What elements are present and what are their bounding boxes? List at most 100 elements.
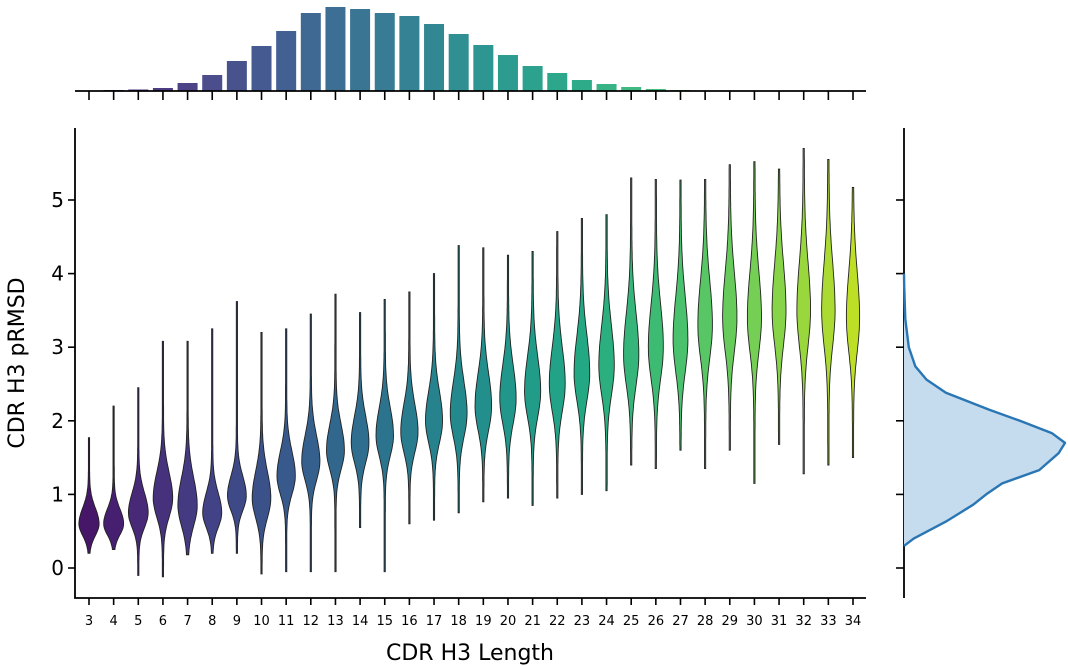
hist-bar-23 [571,80,592,91]
x-tick-label: 17 [426,614,443,629]
right-kde [896,128,1067,598]
x-tick-label: 33 [820,614,837,629]
hist-bar-6 [152,88,173,91]
x-axis-label: CDR H3 Length [386,641,554,666]
x-tick-label: 28 [697,614,714,629]
violin-21 [524,251,542,506]
top-histogram [75,7,866,100]
x-tick-label: 27 [672,614,689,629]
x-tick-label: 34 [845,614,862,629]
violin-27 [672,179,689,451]
x-tick-label: 11 [278,614,295,629]
violin-25 [623,177,640,466]
violin-16 [400,291,419,525]
x-tick-label: 20 [500,614,517,629]
violin-30 [746,161,762,484]
violin-29 [722,164,738,451]
y-axis-label: CDR H3 pRMSD [5,277,30,448]
hist-bar-26 [645,89,666,91]
axis-spines [74,128,866,599]
hist-bar-21 [522,66,543,91]
violin-11 [276,328,296,573]
hist-bar-7 [177,83,198,91]
x-tick-label: 10 [253,614,270,629]
violin-5 [127,387,149,576]
x-tick-label: 23 [574,614,591,629]
violin-12 [301,313,321,573]
x-tick-label: 8 [208,614,216,629]
hist-bar-8 [202,75,223,91]
hist-bar-13 [325,7,346,91]
violin-9 [227,301,247,554]
hist-bar-18 [448,34,469,91]
x-tick-label: 9 [233,614,241,629]
x-tick-label: 24 [598,614,615,629]
x-tick-label: 12 [303,614,320,629]
hist-bar-12 [300,13,321,91]
x-tick-label: 3 [85,614,93,629]
x-tick-label: 7 [183,614,191,629]
violin-8 [202,328,223,554]
x-tick-label: 4 [110,614,118,629]
violin-22 [548,231,566,499]
hist-bar-10 [251,46,272,91]
hist-bar-24 [596,84,617,91]
hist-bar-16 [399,16,420,91]
hist-bar-17 [424,24,445,91]
x-tick-label: 14 [352,614,369,629]
violin-24 [598,214,615,492]
kde-line [902,273,1067,547]
x-tick-label: 29 [722,614,739,629]
violin-20 [499,254,517,499]
x-tick-label: 5 [134,614,142,629]
x-tick-label: 30 [746,614,763,629]
violin-4 [103,405,125,551]
violin-23 [573,217,591,495]
y-tick-label: 5 [51,188,64,212]
hist-bar-20 [497,55,518,91]
violin-17 [425,273,443,521]
x-tick-label: 21 [524,614,541,629]
violin-15 [375,298,394,573]
violin-7 [177,340,198,556]
hist-bar-25 [621,87,642,91]
violin-26 [647,178,664,470]
hist-bar-14 [350,9,371,91]
x-tick-label: 26 [648,614,665,629]
violin-34 [845,187,861,459]
hist-bar-9 [226,61,247,91]
violin-3 [78,437,100,554]
x-tick-label: 18 [450,614,467,629]
x-tick-label: 25 [623,614,640,629]
y-tick-label: 3 [51,335,64,359]
hist-bar-15 [374,13,395,91]
violin-18 [449,245,468,514]
y-tick-label: 1 [51,482,64,506]
violin-33 [821,159,836,466]
x-tick-label: 32 [795,614,812,629]
violin-6 [152,340,174,578]
violin-14 [350,312,370,528]
x-tick-label: 31 [771,614,788,629]
x-tick-label: 16 [401,614,418,629]
x-tick-label: 13 [327,614,344,629]
kde-fill [904,273,1065,546]
violin-32 [796,148,811,475]
y-tick-label: 0 [51,556,64,580]
y-tick-label: 2 [51,409,64,433]
hist-bar-19 [473,45,494,91]
x-tick-label: 6 [159,614,167,629]
hist-bar-22 [547,73,568,91]
hist-bar-11 [276,31,297,91]
violin-28 [697,178,713,470]
violin-13 [326,293,345,573]
violin-10 [251,332,272,575]
violin-31 [771,168,787,445]
x-tick-label: 19 [475,614,492,629]
x-tick-label: 15 [376,614,393,629]
x-tick-label: 22 [549,614,566,629]
violin-19 [474,247,493,503]
y-tick-label: 4 [51,262,64,286]
